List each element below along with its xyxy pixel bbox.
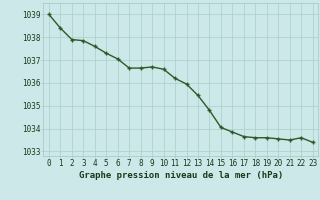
- X-axis label: Graphe pression niveau de la mer (hPa): Graphe pression niveau de la mer (hPa): [79, 171, 283, 180]
